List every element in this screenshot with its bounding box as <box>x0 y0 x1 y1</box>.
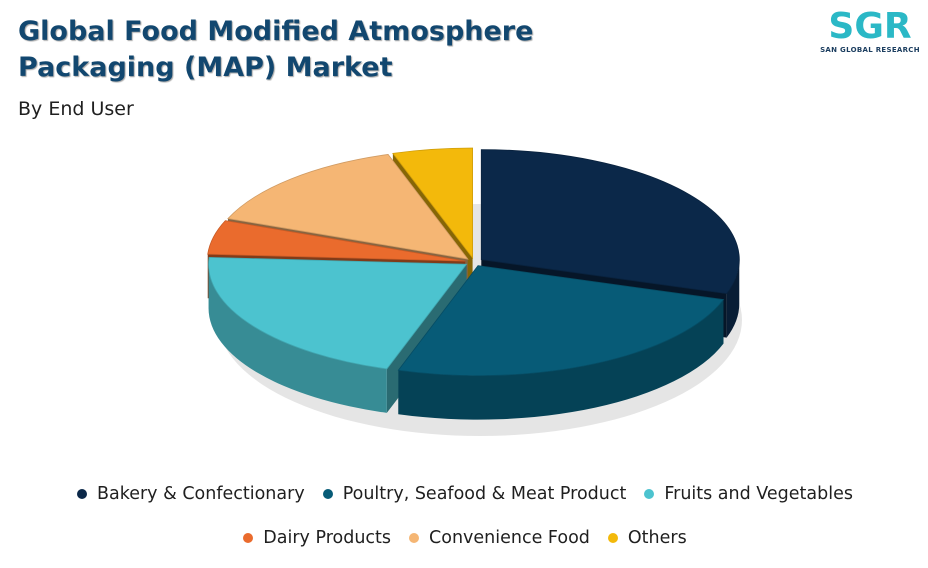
pie-slice-convenience-food <box>227 154 469 260</box>
pie-slice-bakery-confectionary <box>480 149 740 295</box>
legend-label: Others <box>627 528 687 548</box>
logo-caption: SAN GLOBAL RESEARCH <box>820 46 920 54</box>
pie-slice-dairy-products <box>207 220 466 262</box>
legend-label: Dairy Products <box>263 528 392 548</box>
legend-label: Poultry, Seafood & Meat Product <box>342 484 627 504</box>
legend-item-convenience-food: Convenience Food <box>409 528 590 548</box>
legend-label: Fruits and Vegetables <box>664 484 853 504</box>
pie-slice-poultry-seafood-meat-product <box>397 265 725 377</box>
legend-marker <box>644 489 655 499</box>
pie-slice-side-fruits-and-vegetables <box>208 264 387 413</box>
pie-slice-others <box>392 147 473 260</box>
chart-subtitle: By End User <box>18 98 134 120</box>
pie-slice-side-poultry-seafood-meat-product <box>398 299 724 420</box>
legend-label: Convenience Food <box>429 528 590 548</box>
legend-marker <box>76 489 87 499</box>
legend-item-poultry-seafood-meat-product: Poultry, Seafood & Meat Product <box>322 484 627 504</box>
sgr-logo: SGR SAN GLOBAL RESEARCH <box>818 6 922 58</box>
legend-item-fruits-and-vegetables: Fruits and Vegetables <box>644 484 853 504</box>
legend-label: Bakery & Confectionary <box>96 484 305 504</box>
legend-marker <box>409 533 420 543</box>
legend-marker <box>322 489 333 499</box>
legend-item-others: Others <box>607 528 687 548</box>
legend-item-dairy-products: Dairy Products <box>243 528 391 548</box>
pie-slice-fruits-and-vegetables <box>208 256 468 370</box>
pie-slice-side-bakery-confectionary <box>726 259 740 338</box>
sgr-logo-mark: SGR <box>828 6 911 44</box>
chart-legend: Bakery & Confectionary Poultry, Seafood &… <box>40 484 890 548</box>
legend-marker <box>243 533 254 543</box>
legend-item-bakery-confectionary: Bakery & Confectionary <box>76 484 305 504</box>
logo-mark-text: SGR <box>828 6 911 44</box>
chart-title: Global Food Modified Atmosphere Packagin… <box>18 16 534 83</box>
legend-marker <box>607 533 618 543</box>
